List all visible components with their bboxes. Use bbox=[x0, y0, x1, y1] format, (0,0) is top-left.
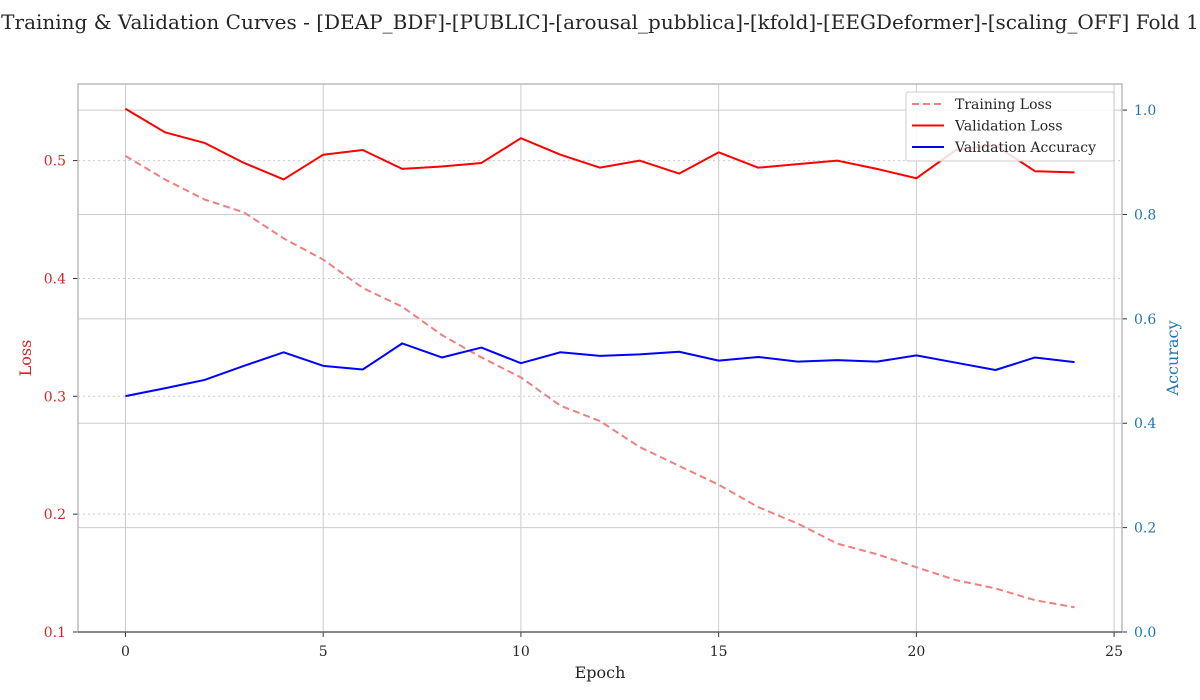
x-tick-label: 5 bbox=[319, 644, 328, 660]
legend-label-validation-accuracy: Validation Accuracy bbox=[954, 140, 1096, 156]
y-left-tick-label: 0.2 bbox=[44, 507, 66, 523]
x-tick-label: 0 bbox=[121, 644, 130, 660]
y-right-tick-label: 0.4 bbox=[1134, 416, 1156, 432]
series-line-validation-accuracy bbox=[125, 342, 1075, 398]
y-left-tick-label: 0.1 bbox=[44, 625, 66, 641]
chart-title: Training & Validation Curves - [DEAP_BDF… bbox=[1, 10, 1199, 34]
plot-frame bbox=[77, 83, 1123, 633]
axes-layer: 0 5 10 15 20 25 0.1 0.2 0.3 0.4 0.5 0.0 0.2 0.4 0.6 0.8… bbox=[44, 83, 1156, 660]
grid-layer bbox=[78, 84, 1122, 633]
y-left-tick-label: 0.3 bbox=[44, 389, 66, 405]
y-left-tick-label: 0.4 bbox=[44, 271, 66, 287]
series-line-training-loss bbox=[124, 155, 1075, 609]
x-tick-label: 10 bbox=[512, 644, 530, 660]
legend-label-validation-loss: Validation Loss bbox=[954, 119, 1063, 135]
series-line-validation-loss bbox=[124, 107, 1075, 181]
legend: Training Loss Validation Loss Validation A… bbox=[905, 91, 1115, 162]
x-tick-label: 15 bbox=[710, 644, 728, 660]
y-right-tick-label: 1.0 bbox=[1134, 103, 1156, 119]
x-tick-label: 25 bbox=[1105, 644, 1123, 660]
series-layer bbox=[124, 107, 1075, 609]
y-right-tick-label: 0.8 bbox=[1134, 207, 1156, 223]
legend-box bbox=[905, 91, 1115, 162]
y-right-tick-label: 0.0 bbox=[1134, 625, 1156, 641]
y-axis-left-label: Loss bbox=[16, 340, 35, 377]
y-left-tick-label: 0.5 bbox=[44, 154, 66, 170]
x-tick-label: 20 bbox=[907, 644, 925, 660]
legend-label-training-loss: Training Loss bbox=[955, 97, 1052, 113]
y-axis-right-label: Accuracy bbox=[1163, 321, 1182, 397]
y-right-tick-label: 0.6 bbox=[1134, 312, 1156, 328]
y-right-tick-label: 0.2 bbox=[1134, 521, 1156, 537]
x-axis-label: Epoch bbox=[575, 663, 626, 682]
